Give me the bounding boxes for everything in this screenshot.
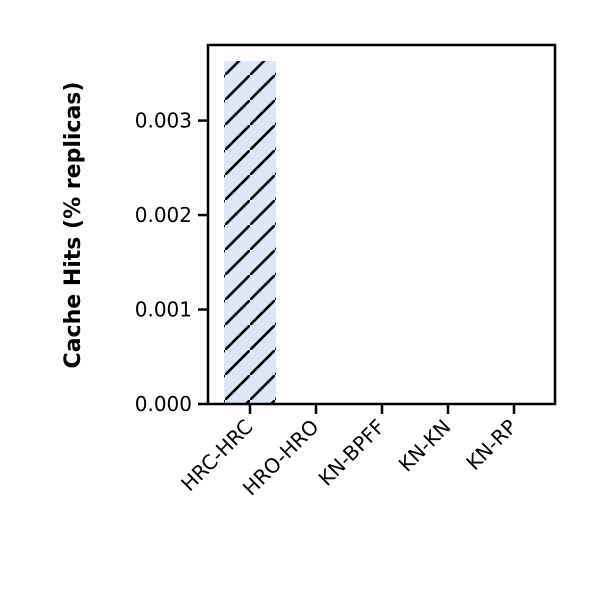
y-tick-label: 0.003: [135, 109, 192, 133]
y-tick-label: 0.002: [135, 203, 192, 227]
x-tick-label: KN-KN: [394, 415, 456, 477]
bars-group: [224, 61, 276, 404]
x-tick-label: KN-BPFF: [314, 415, 390, 491]
bar-hrc-hrc: [224, 61, 276, 404]
x-tick-label: KN-RP: [461, 415, 521, 475]
y-tick-label: 0.000: [135, 392, 192, 416]
y-tick-label: 0.001: [135, 298, 192, 322]
y-axis-label: Cache Hits (% replicas): [61, 82, 86, 369]
y-axis: 0.000 0.001 0.002 0.003: [135, 109, 208, 416]
